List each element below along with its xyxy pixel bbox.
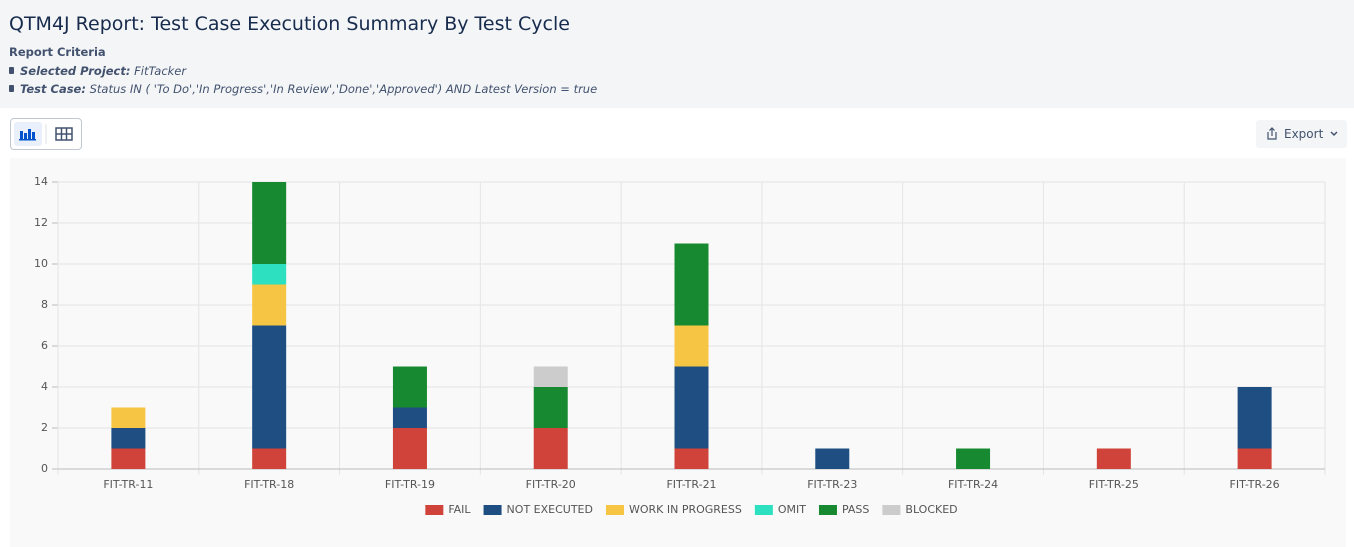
bar-segment	[1237, 387, 1272, 449]
x-tick-label: FIT-TR-21	[666, 478, 716, 491]
bar-segment	[392, 407, 427, 428]
dropdown-caret	[1330, 131, 1338, 137]
bar-segment	[1096, 448, 1131, 469]
y-tick-label: 4	[41, 380, 48, 393]
legend-swatch	[425, 505, 444, 515]
report-header: QTM4J Report: Test Case Execution Summar…	[0, 0, 1354, 108]
bar-segment	[392, 428, 427, 469]
bar-segment	[392, 366, 427, 408]
bar-segment	[252, 325, 287, 449]
bar-segment	[252, 264, 287, 285]
bar-segment	[674, 325, 709, 367]
x-tick-label: FIT-TR-25	[1089, 478, 1139, 491]
view-toggle	[10, 118, 82, 150]
criterion-label: Selected Project:	[20, 64, 131, 78]
y-tick-label: 2	[41, 421, 48, 434]
bar-segment	[252, 182, 287, 264]
legend-swatch	[818, 505, 837, 515]
export-icon	[1267, 127, 1277, 140]
bar-segment	[252, 448, 287, 469]
legend-label: BLOCKED	[905, 503, 957, 516]
legend-swatch	[882, 505, 901, 515]
bar-segment	[815, 448, 850, 469]
legend-label: NOT EXECUTED	[507, 503, 593, 516]
criterion: Test Case: Status IN ( 'To Do','In Progr…	[9, 82, 597, 96]
bar-segment	[674, 366, 709, 449]
y-tick-label: 14	[34, 175, 48, 188]
legend-label: FAIL	[448, 503, 471, 516]
chart: 0 2 4 6 8 10 12 14 FIT-TR-11 FIT-TR-18 FIT-TR-19 FI…	[10, 158, 1346, 547]
x-tick-label: FIT-TR-11	[103, 478, 153, 491]
y-tick-label: 8	[41, 298, 48, 311]
export-label: Export	[1284, 127, 1324, 141]
y-tick-label: 12	[34, 216, 48, 229]
x-tick-label: FIT-TR-20	[526, 478, 576, 491]
x-tick-label: FIT-TR-18	[244, 478, 294, 491]
y-tick-label: 0	[41, 462, 48, 475]
y-tick-label: 6	[41, 339, 48, 352]
bar-segment	[111, 428, 146, 449]
x-tick-label: FIT-TR-26	[1230, 478, 1280, 491]
export-button[interactable]: Export	[1256, 120, 1347, 148]
criterion-value: FitTacker	[134, 64, 187, 78]
bar-segment	[533, 387, 568, 428]
bar-segment	[533, 366, 568, 387]
bar-segment	[533, 428, 568, 469]
criterion-label: Test Case:	[20, 82, 86, 96]
legend-swatch	[754, 505, 773, 515]
legend-label: WORK IN PROGRESS	[629, 503, 742, 516]
legend-swatch	[483, 505, 502, 515]
y-tick-label: 10	[34, 257, 48, 270]
legend-swatch	[605, 505, 624, 515]
x-tick-label: FIT-TR-23	[807, 478, 857, 491]
legend: FAIL NOT EXECUTED WORK IN PROGRESS OMIT PASS…	[425, 503, 958, 516]
view-icons	[14, 122, 73, 146]
report-title: QTM4J Report: Test Case Execution Summar…	[9, 13, 570, 35]
table-view-button[interactable]	[55, 127, 73, 141]
x-tick-label: FIT-TR-19	[385, 478, 435, 491]
bar-segment	[111, 407, 146, 428]
bar-segment	[674, 243, 709, 326]
bar-segment	[674, 448, 709, 469]
criterion-value: Status IN ( 'To Do','In Progress','In Re…	[89, 82, 598, 96]
bar-segment	[1237, 448, 1272, 469]
bar-segment	[111, 448, 146, 469]
x-tick-label: FIT-TR-24	[948, 478, 998, 491]
legend-label: OMIT	[778, 503, 806, 516]
bar-segment	[956, 448, 991, 469]
criteria-label: Report Criteria	[9, 45, 106, 59]
bar-segment	[252, 284, 287, 326]
legend-label: PASS	[842, 503, 869, 516]
criterion: Selected Project: FitTacker	[9, 64, 186, 78]
